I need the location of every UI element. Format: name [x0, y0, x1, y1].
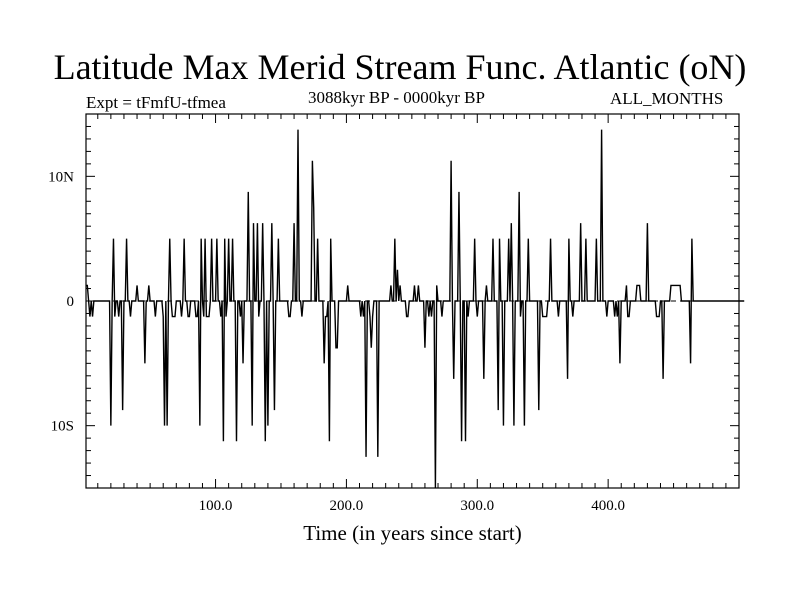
period-label: 3088kyr BP - 0000kyr BP [308, 88, 485, 107]
x-tick-label: 100.0 [199, 498, 233, 514]
y-tick-label: 10S [51, 419, 74, 435]
x-axis-title: Time (in years since start) [303, 521, 522, 545]
tick-labels: 100.0 200.0 300.0 400.0 10N 0 10S [48, 169, 625, 514]
y-tick-label: 10N [48, 169, 74, 185]
experiment-label: Expt = tFmfU-tfmea [86, 93, 226, 112]
series-layer [86, 129, 745, 489]
plot-frame [85, 113, 740, 489]
y-tick-label: 0 [67, 294, 75, 310]
series-line [86, 129, 745, 489]
x-tick-label: 300.0 [460, 498, 494, 514]
months-label: ALL_MONTHS [610, 89, 724, 108]
chart-title: Latitude Max Merid Stream Func. Atlantic… [53, 47, 747, 87]
x-tick-label: 200.0 [330, 498, 364, 514]
x-tick-label: 400.0 [591, 498, 625, 514]
